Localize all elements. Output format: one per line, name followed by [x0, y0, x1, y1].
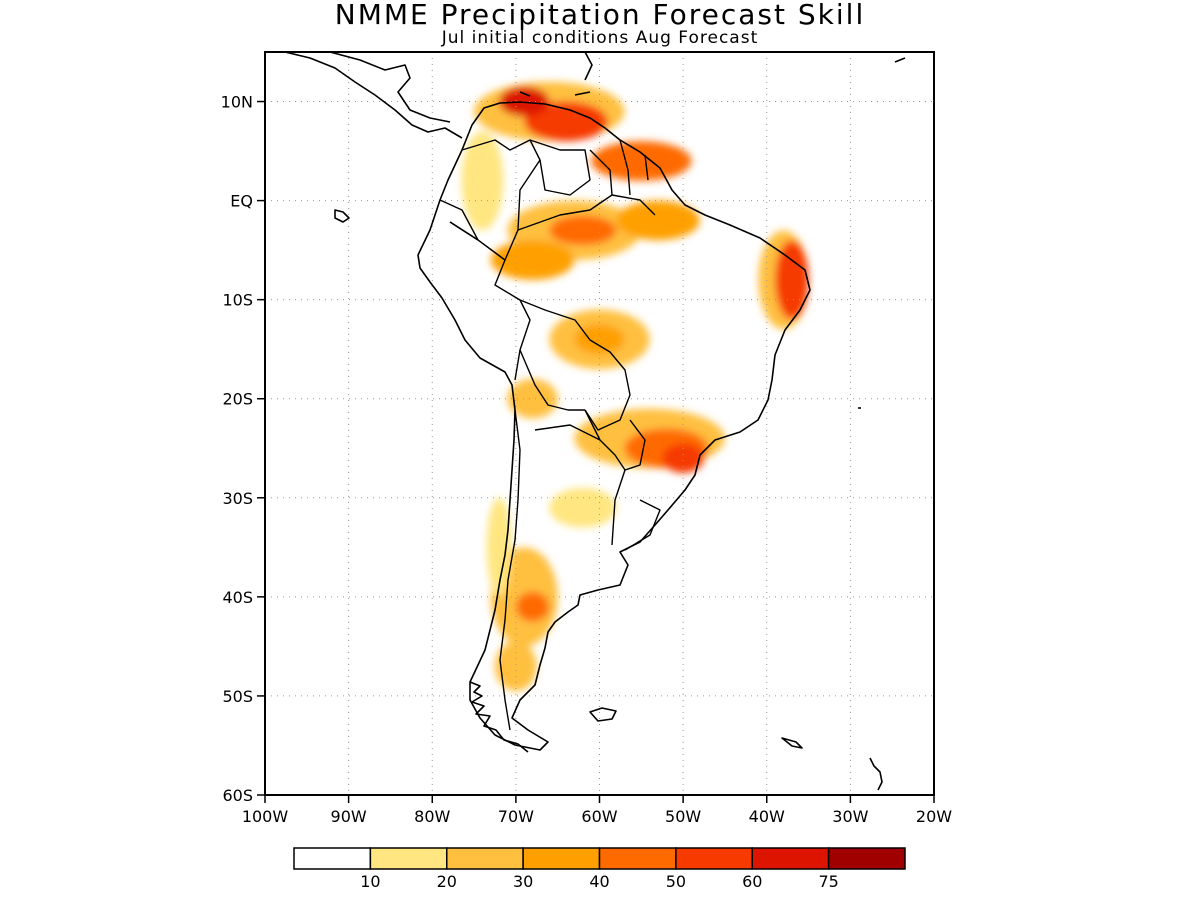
- colorbar-label: 30: [513, 872, 533, 891]
- lat-tick-label: 60S: [222, 786, 253, 805]
- argentina-chile-border: [499, 409, 521, 731]
- colorbar-bin-0: [293, 847, 372, 870]
- lon-tick-label: 40W: [749, 807, 785, 826]
- lat-tick-label: 30S: [222, 489, 253, 508]
- lon-tick-label: 70W: [498, 807, 534, 826]
- colorbar-legend: 10 20 30 40 50 60 75: [293, 847, 906, 891]
- longitude-axis: 100W 90W 80W 70W 60W 50W 40W 30W 20W: [242, 795, 952, 826]
- south-georgia-island: [781, 737, 803, 749]
- sandwich-islands: [869, 757, 883, 791]
- argentina-north-border: [534, 424, 661, 551]
- colorbar-label: 20: [437, 872, 457, 891]
- galapagos-islands: [334, 209, 350, 223]
- skill-region-2: [499, 86, 550, 117]
- lon-tick-label: 90W: [331, 807, 367, 826]
- colorbar-label: 75: [818, 872, 838, 891]
- colorbar-bin-4: [598, 847, 677, 870]
- bolivia-border: [519, 349, 585, 411]
- skill-region-1: [524, 101, 608, 142]
- skill-region-18: [549, 487, 617, 528]
- skill-shading: [461, 81, 809, 691]
- colorbar-bin-3: [522, 847, 601, 870]
- azores-dots: [894, 57, 906, 63]
- patagonia-fjords: [469, 681, 529, 753]
- skill-region-17: [494, 641, 537, 691]
- lat-tick-label: 10S: [222, 291, 253, 310]
- latitude-axis: 10N EQ 10S 20S 30S 40S 50S 60S: [221, 93, 265, 805]
- lat-tick-label: 20S: [222, 390, 253, 409]
- skill-region-20: [461, 131, 504, 231]
- lon-tick-label: 20W: [916, 807, 952, 826]
- colorbar-label: 50: [666, 872, 686, 891]
- skill-region-5: [549, 215, 617, 246]
- lon-tick-label: 60W: [581, 807, 617, 826]
- colorbar-label: 60: [742, 872, 762, 891]
- skill-region-19: [486, 497, 512, 597]
- caribbean-coastline: [519, 52, 593, 97]
- skill-region-16: [515, 591, 550, 622]
- country-borders: [439, 139, 661, 731]
- ecuador-border: [439, 199, 479, 241]
- colorbar-label: 40: [589, 872, 609, 891]
- skill-region-7: [616, 200, 700, 241]
- lat-tick-label: 10N: [221, 93, 253, 112]
- colorbar-bin-7: [827, 847, 906, 870]
- south-america-coastline: [417, 101, 811, 751]
- lon-tick-label: 100W: [242, 807, 289, 826]
- skill-region-3: [591, 141, 692, 181]
- lat-tick-label: 40S: [222, 588, 253, 607]
- skill-region-9: [775, 240, 809, 320]
- colorbar-bin-2: [446, 847, 524, 870]
- lat-tick-label: EQ: [230, 192, 253, 211]
- peru-border: [449, 221, 531, 381]
- skill-region-14: [662, 443, 705, 474]
- guianas-borders: [589, 139, 649, 196]
- colorbar-bin-5: [675, 847, 753, 870]
- lon-tick-label: 30W: [832, 807, 868, 826]
- lon-tick-label: 80W: [414, 807, 450, 826]
- lon-tick-label: 50W: [665, 807, 701, 826]
- map-title: NMME Precipitation Forecast Skill: [334, 0, 866, 31]
- falkland-islands: [589, 707, 617, 722]
- skill-region-21: [507, 378, 558, 419]
- skill-region-11: [574, 324, 625, 355]
- colorbar-label: 10: [360, 872, 380, 891]
- map-subtitle: Jul initial conditions Aug Forecast: [441, 28, 759, 48]
- brazil-west-border: [517, 194, 656, 431]
- colorbar-bin-1: [369, 847, 448, 870]
- skill-region-6: [490, 240, 575, 280]
- venezuela-border: [529, 139, 591, 196]
- colorbar-bin-6: [751, 847, 830, 870]
- coastlines: [284, 52, 906, 791]
- central-america-coastline: [284, 52, 463, 139]
- lat-tick-label: 50S: [222, 687, 253, 706]
